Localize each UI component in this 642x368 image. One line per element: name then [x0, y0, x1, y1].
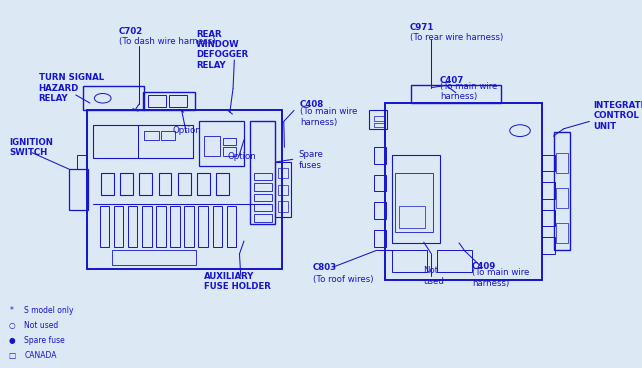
Bar [139, 173, 152, 195]
Bar [199, 121, 244, 166]
Bar [100, 206, 109, 247]
Bar [374, 147, 386, 164]
Bar [437, 250, 472, 272]
Bar [101, 173, 114, 195]
Text: C803: C803 [313, 263, 337, 272]
Bar [556, 188, 568, 208]
Text: CANADA: CANADA [24, 351, 57, 360]
Bar [148, 95, 166, 107]
Bar [184, 206, 194, 247]
Bar [254, 214, 272, 222]
Text: C971: C971 [410, 23, 434, 32]
Text: (To roof wires): (To roof wires) [313, 275, 373, 284]
Bar [178, 173, 191, 195]
Bar [112, 250, 196, 265]
Bar [197, 173, 210, 195]
Bar [392, 250, 427, 272]
Bar [392, 155, 440, 243]
Text: Not
used: Not used [423, 266, 444, 286]
Text: C408: C408 [300, 100, 324, 109]
Text: (To main wire
harness): (To main wire harness) [472, 268, 529, 287]
Text: TURN SIGNAL
HAZARD
RELAY: TURN SIGNAL HAZARD RELAY [39, 74, 103, 103]
Text: (To main wire
harness): (To main wire harness) [300, 107, 357, 127]
Bar [227, 206, 236, 247]
Bar [83, 86, 144, 110]
Bar [159, 173, 171, 195]
Bar [278, 201, 288, 212]
Text: AUXILIARY
FUSE HOLDER: AUXILIARY FUSE HOLDER [204, 272, 271, 291]
Bar [554, 132, 570, 250]
Text: REAR
WINDOW
DEFOGGER
RELAY: REAR WINDOW DEFOGGER RELAY [196, 29, 248, 70]
Text: ●: ● [8, 336, 15, 345]
Bar [254, 194, 272, 201]
Bar [254, 183, 272, 191]
Bar [223, 147, 236, 156]
Bar [556, 153, 568, 173]
Text: C409: C409 [472, 262, 496, 270]
Bar [369, 110, 387, 129]
Bar [143, 92, 195, 110]
Bar [213, 206, 222, 247]
Bar [385, 103, 542, 280]
Bar [160, 131, 175, 140]
Bar [128, 206, 137, 247]
Bar [556, 223, 568, 243]
Bar [223, 138, 236, 145]
Bar [77, 155, 87, 169]
Bar [170, 206, 180, 247]
Text: □: □ [8, 351, 15, 360]
Bar [216, 173, 229, 195]
Bar [411, 85, 501, 103]
Bar [278, 185, 288, 195]
Bar [278, 168, 288, 178]
Bar [254, 173, 272, 180]
Bar [250, 121, 275, 224]
Bar [204, 136, 220, 156]
Text: Spare
fuses: Spare fuses [299, 151, 324, 170]
Bar [114, 206, 123, 247]
Text: S model only: S model only [24, 307, 74, 315]
Bar [198, 206, 208, 247]
Bar [93, 125, 193, 158]
Text: (To dash wire harness): (To dash wire harness) [119, 37, 216, 46]
Bar [374, 116, 385, 121]
Bar [87, 110, 282, 269]
Bar [254, 204, 272, 211]
Bar [120, 173, 133, 195]
Bar [144, 131, 159, 140]
Text: C702: C702 [119, 27, 143, 36]
Bar [142, 206, 152, 247]
Bar [395, 173, 433, 232]
Bar [69, 169, 88, 210]
Text: ○: ○ [8, 321, 15, 330]
Bar [156, 206, 166, 247]
Bar [374, 230, 386, 247]
Text: (To rear wire harness): (To rear wire harness) [410, 33, 503, 42]
Text: INTEGRATED
CONTROL
UNIT: INTEGRATED CONTROL UNIT [593, 101, 642, 131]
Text: *: * [10, 307, 13, 315]
Bar [275, 162, 291, 217]
Text: Option: Option [228, 152, 257, 161]
Bar [374, 202, 386, 219]
Bar [542, 237, 555, 254]
Text: Spare fuse: Spare fuse [24, 336, 65, 345]
Bar [542, 155, 555, 171]
Text: Option: Option [172, 126, 201, 135]
Text: (To main wire
harness): (To main wire harness) [440, 82, 497, 101]
Bar [374, 175, 386, 191]
Bar [542, 182, 555, 199]
Text: C407: C407 [440, 76, 464, 85]
Bar [374, 123, 385, 127]
Bar [169, 95, 187, 107]
Bar [399, 206, 425, 228]
Text: Not used: Not used [24, 321, 58, 330]
Text: IGNITION
SWITCH: IGNITION SWITCH [10, 138, 53, 157]
Bar [542, 210, 555, 226]
